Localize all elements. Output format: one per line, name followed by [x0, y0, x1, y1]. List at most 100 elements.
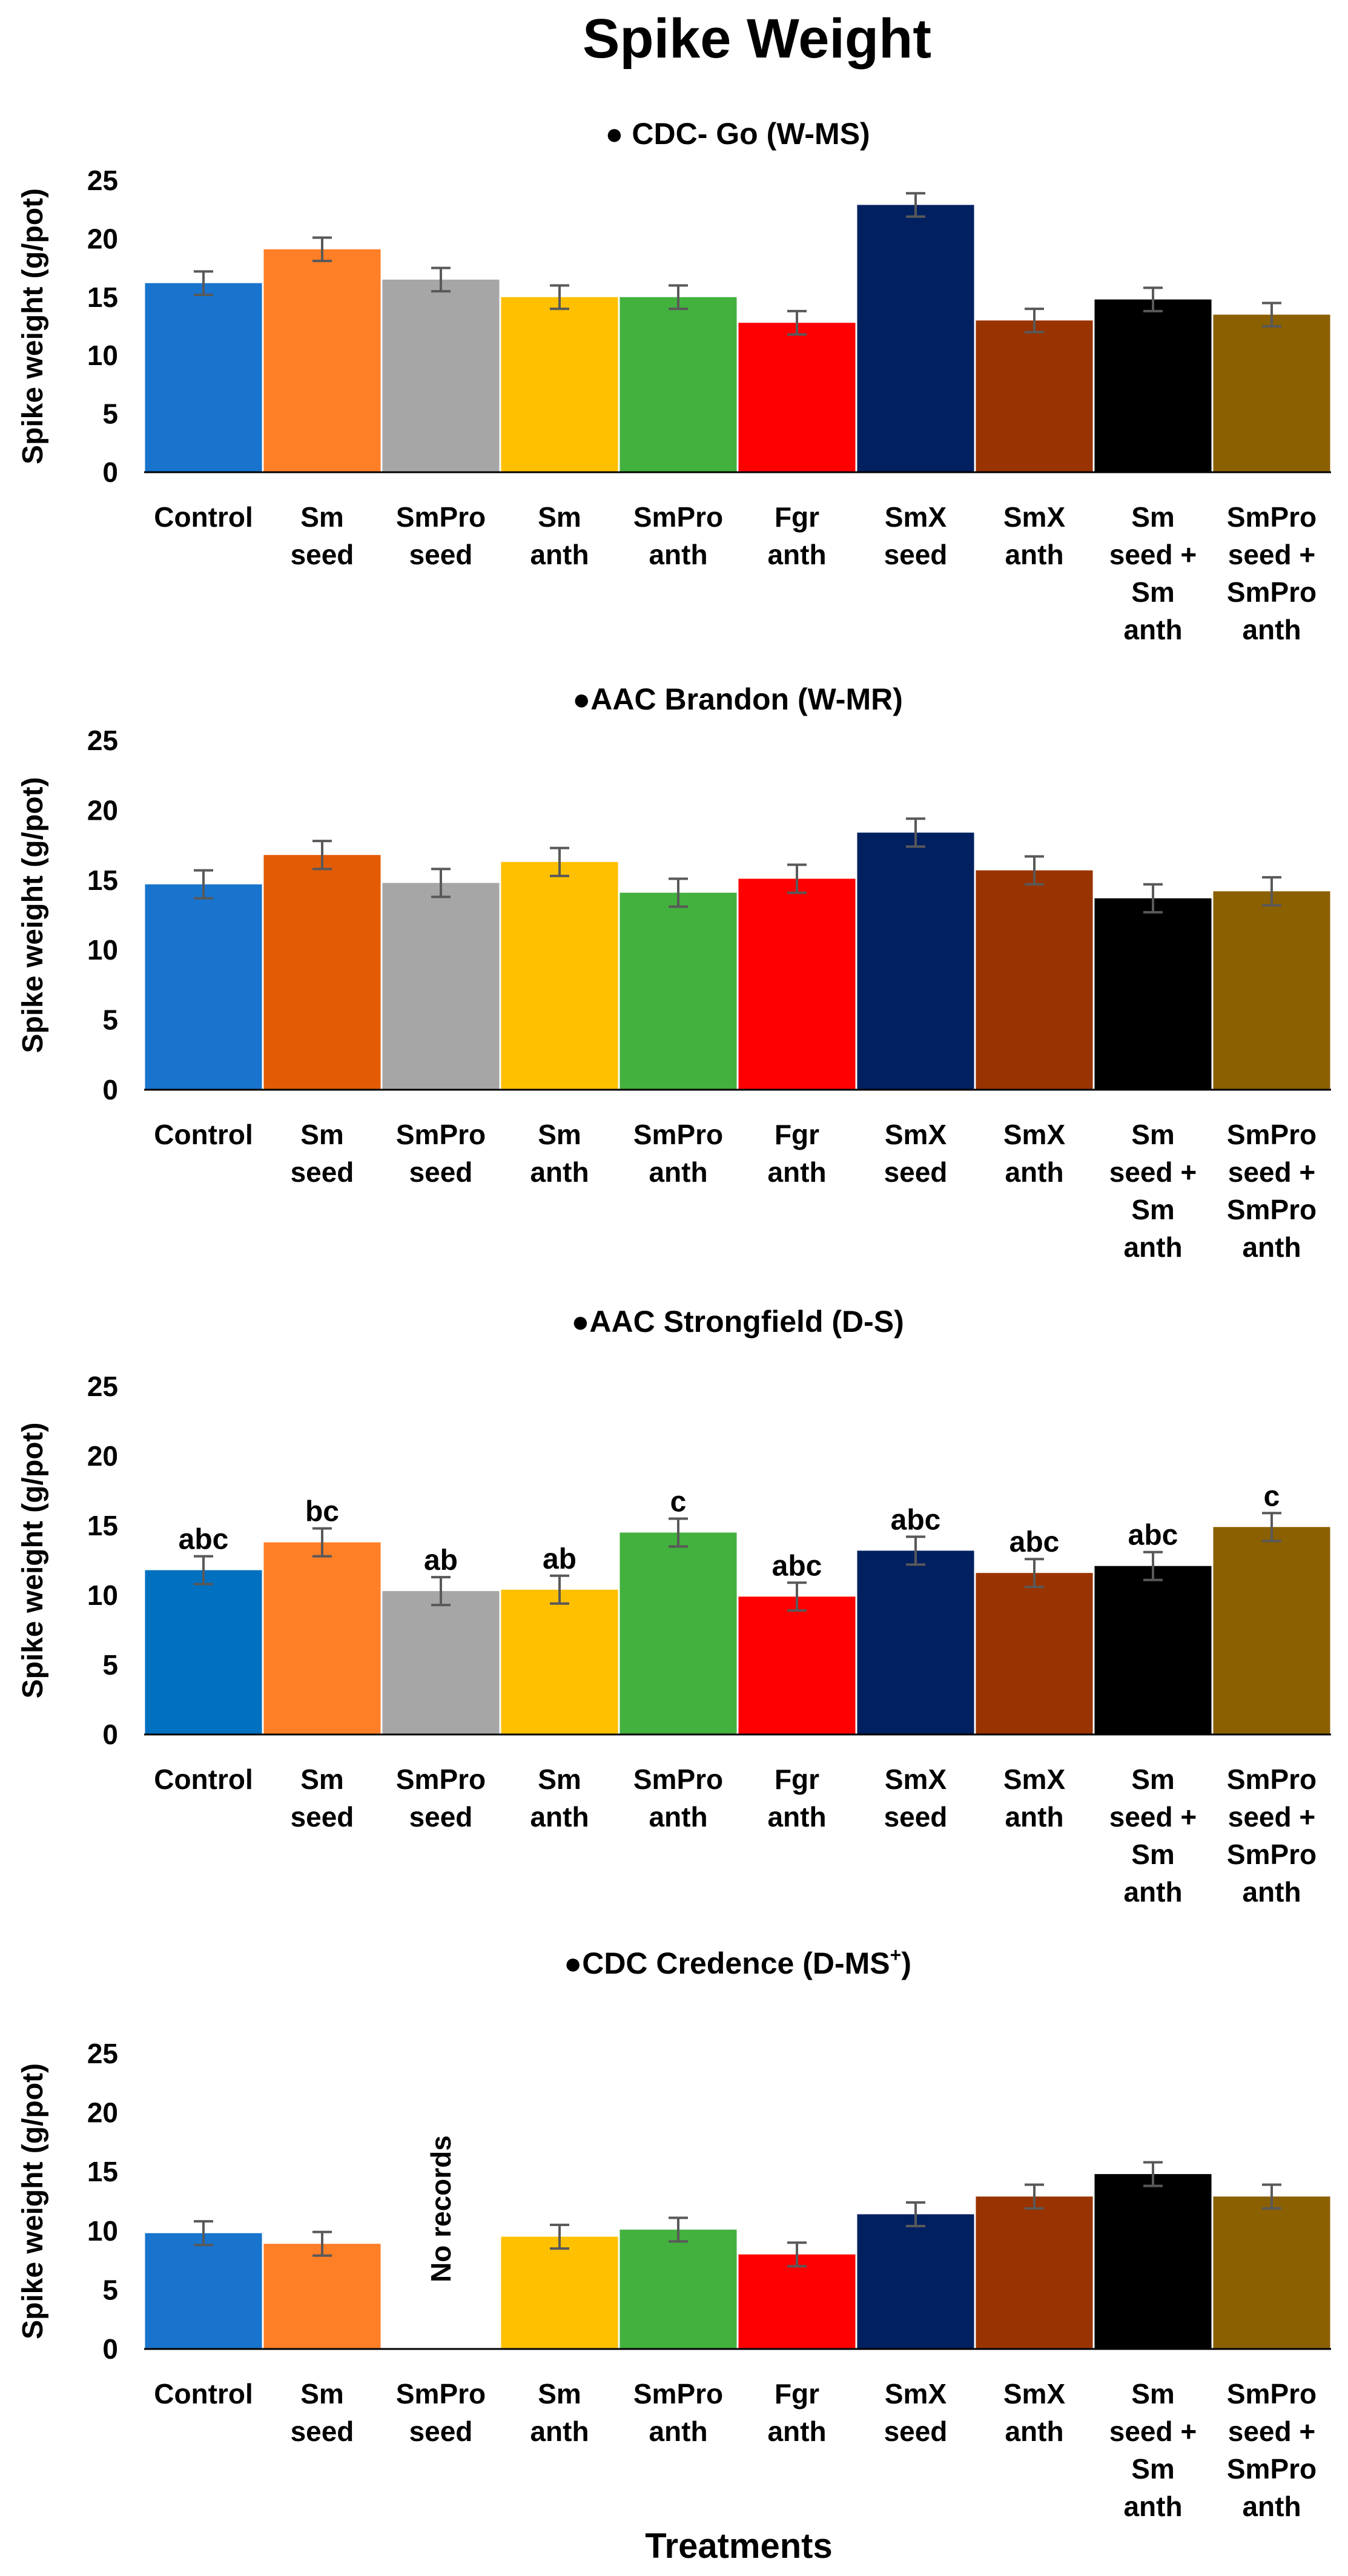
x-tick-label: SmX — [1003, 2378, 1066, 2410]
x-tick-label: SmPro — [1227, 1119, 1317, 1150]
panel-title-text: ●AAC Brandon (W-MR) — [572, 682, 903, 716]
x-tick-label: seed — [409, 1801, 473, 1833]
bar — [857, 832, 974, 1090]
x-tick-label: SmPro — [633, 2378, 723, 2410]
x-tick-label: seed — [884, 1156, 948, 1188]
x-tick-label: anth — [1242, 2491, 1301, 2522]
significance-letter: c — [670, 1486, 687, 1518]
y-tick-label: 15 — [87, 865, 118, 896]
panel-title: ● CDC- Go (W-MS) — [605, 117, 870, 151]
bar — [1094, 299, 1212, 472]
y-tick-label: 10 — [87, 2215, 118, 2247]
y-tick-label: 25 — [87, 165, 118, 196]
bar — [382, 279, 500, 472]
x-tick-label: Sm — [300, 2378, 344, 2410]
x-tick-label: Sm — [300, 1764, 344, 1795]
chart-panel-4: ●CDC Credence (D-MS+) Spike weight (g/pot… — [17, 1944, 1331, 2522]
x-tick-label: SmX — [1003, 501, 1066, 533]
x-tick-label: seed — [291, 1156, 354, 1188]
x-tick-label: SmX — [885, 1764, 947, 1795]
bar — [382, 1591, 500, 1734]
bar — [619, 297, 737, 472]
bar — [263, 1542, 381, 1734]
x-tick-label: anth — [767, 1156, 826, 1188]
bar — [145, 283, 262, 472]
x-tick-label: seed — [409, 1156, 473, 1188]
x-tick-label: Sm — [1131, 1194, 1175, 1225]
x-tick-label: anth — [1123, 1876, 1182, 1908]
x-tick-label: SmPro — [396, 1764, 486, 1795]
x-tick-label: seed — [409, 2416, 473, 2447]
bar — [501, 861, 618, 1090]
bar — [145, 884, 262, 1090]
significance-letter: ab — [424, 1544, 458, 1576]
y-tick-label: 25 — [87, 1371, 118, 1402]
bar — [619, 892, 737, 1090]
x-tick-label: anth — [530, 1801, 589, 1833]
x-tick-label: SmX — [885, 501, 947, 533]
x-tick-label: anth — [530, 2416, 589, 2447]
bar — [1213, 1527, 1330, 1734]
x-tick-label: SmPro — [1227, 2378, 1317, 2410]
significance-letter: c — [1264, 1480, 1280, 1512]
x-tick-label: Sm — [1131, 2378, 1175, 2410]
panel-title-text: ●CDC Credence (D-MS — [564, 1946, 890, 1980]
x-tick-label: SmPro — [633, 1119, 723, 1150]
no-records-label: No records — [425, 2135, 457, 2282]
x-tick-label: seed — [409, 539, 473, 570]
x-tick-label: anth — [530, 539, 589, 570]
x-tick-label: Fgr — [775, 501, 819, 533]
x-tick-label: Sm — [300, 1119, 344, 1150]
x-tick-label: SmPro — [1227, 1764, 1317, 1795]
bar — [263, 855, 381, 1090]
x-tick-label: seed + — [1228, 2416, 1316, 2447]
y-axis-title: Spike weight (g/pot) — [17, 1423, 49, 1699]
x-tick-label: seed — [884, 1801, 948, 1833]
y-tick-label: 25 — [87, 725, 118, 756]
x-tick-label: seed — [884, 2416, 948, 2447]
x-tick-label: anth — [649, 1801, 707, 1833]
bar — [1094, 1566, 1212, 1734]
x-tick-label: anth — [1005, 2416, 1063, 2447]
y-tick-label: 10 — [87, 340, 118, 371]
x-tick-label: SmPro — [633, 501, 723, 533]
y-tick-label: 5 — [102, 1649, 118, 1681]
bar — [738, 323, 856, 472]
bar — [976, 320, 1093, 472]
x-tick-label: anth — [1242, 614, 1301, 645]
bar — [857, 2214, 974, 2349]
x-tick-label: anth — [649, 539, 707, 570]
x-tick-label: anth — [1123, 2491, 1182, 2522]
x-tick-label: Control — [154, 1119, 253, 1150]
y-tick-label: 5 — [102, 1004, 118, 1036]
bar — [382, 883, 500, 1090]
x-tick-label: Sm — [538, 1764, 581, 1795]
x-tick-label: anth — [530, 1156, 589, 1188]
x-tick-label: Sm — [1131, 1839, 1175, 1870]
x-tick-label: anth — [767, 539, 826, 570]
bar — [738, 1596, 856, 1734]
significance-letter: abc — [891, 1504, 941, 1536]
bar — [738, 878, 856, 1090]
x-tick-label: Control — [154, 2378, 253, 2410]
y-tick-label: 15 — [87, 1510, 118, 1541]
y-tick-label: 5 — [102, 2274, 118, 2305]
x-tick-label: seed + — [1109, 539, 1197, 570]
bar — [857, 205, 974, 472]
bar — [1213, 2196, 1330, 2349]
x-tick-label: Fgr — [775, 2378, 819, 2410]
x-tick-label: Sm — [1131, 501, 1175, 533]
x-tick-label: anth — [1242, 1231, 1301, 1263]
x-tick-label: SmPro — [633, 1764, 723, 1795]
x-tick-label: anth — [1242, 1876, 1301, 1908]
panel-title-text: ●AAC Strongfield (D-S) — [571, 1305, 904, 1339]
chart-panel-3: ●AAC Strongfield (D-S) Spike weight (g/po… — [17, 1305, 1331, 1908]
x-tick-label: seed + — [1228, 1156, 1316, 1188]
bar — [857, 1550, 974, 1734]
bar — [619, 2229, 737, 2349]
x-tick-label: Sm — [1131, 1119, 1175, 1150]
x-tick-label: seed — [291, 2416, 354, 2447]
y-tick-label: 20 — [87, 794, 118, 826]
